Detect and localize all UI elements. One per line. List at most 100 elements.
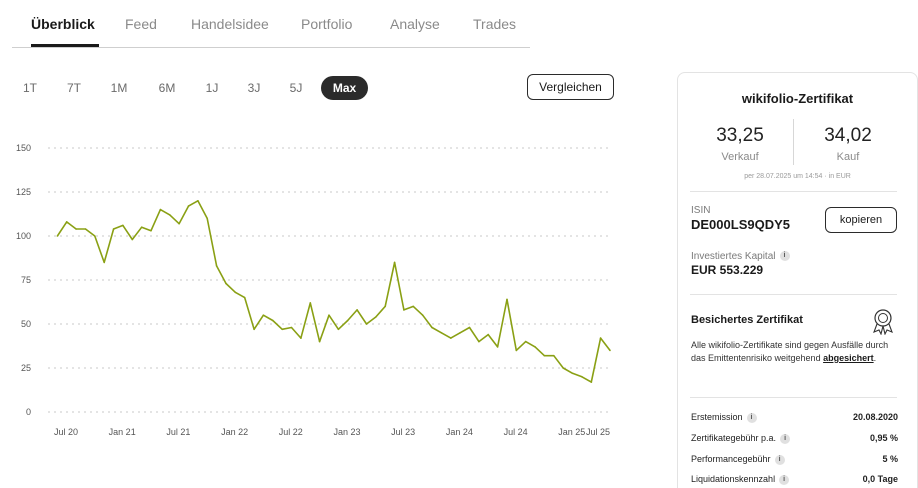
chart-point xyxy=(459,332,461,334)
chart-point xyxy=(515,349,518,352)
chart-point xyxy=(187,205,190,207)
info-icon[interactable]: i xyxy=(779,251,790,262)
chart-point xyxy=(281,328,284,331)
chart-point xyxy=(609,349,611,352)
chart-point xyxy=(159,208,162,211)
performance-chart: 0 25 50 75 100 125 150 Jul 20 Jan 21 Jul 21 Jan 2… xyxy=(16,143,611,437)
row-label: Liquidationskennzahl xyxy=(691,474,776,484)
secured-text: Alle wikifolio-Zertifikate sind gegen Au… xyxy=(691,339,891,365)
range-7t[interactable]: 7T xyxy=(66,81,81,95)
row-label-wrap: Liquidationskennzahl i xyxy=(691,474,790,485)
range-1j[interactable]: 1J xyxy=(205,81,219,95)
tab-ueberblick[interactable]: Überblick xyxy=(31,16,95,32)
chart-point xyxy=(272,319,274,322)
info-icon[interactable]: i xyxy=(779,474,790,485)
x-tick-label: Jul 25 xyxy=(586,427,610,437)
chart-point xyxy=(337,328,340,331)
chart-point xyxy=(206,217,208,220)
range-5j[interactable]: 5J xyxy=(289,81,303,95)
x-tick-label: Jan 23 xyxy=(333,427,360,437)
tab-portfolio[interactable]: Portfolio xyxy=(301,16,353,32)
row-value: 20.08.2020 xyxy=(852,412,898,422)
chart-point xyxy=(300,337,302,339)
x-tick-label: Jan 24 xyxy=(446,427,473,437)
chart-point xyxy=(234,291,237,294)
y-axis-ticks: 0 25 50 75 100 125 150 xyxy=(16,143,31,417)
info-icon[interactable]: i xyxy=(780,433,791,444)
info-icon[interactable]: i xyxy=(774,454,785,465)
x-tick-label: Jan 25 xyxy=(558,427,585,437)
chart-point xyxy=(384,305,387,308)
isin-value: DE000LS9QDY5 xyxy=(691,217,790,232)
range-1t[interactable]: 1T xyxy=(22,81,37,95)
tab-feed[interactable]: Feed xyxy=(125,16,157,32)
row-value: 5 % xyxy=(882,454,898,464)
chart-point xyxy=(94,235,96,237)
range-1m[interactable]: 1M xyxy=(110,81,128,95)
chart-point xyxy=(131,238,134,241)
chart-point xyxy=(225,282,227,285)
tab-trades[interactable]: Trades xyxy=(473,16,517,32)
y-tick-label: 100 xyxy=(16,231,31,241)
card-title: wikifolio-Zertifikat xyxy=(741,91,854,106)
chart-point xyxy=(309,302,312,304)
y-tick-label: 125 xyxy=(16,187,31,197)
copy-isin-button[interactable]: kopieren xyxy=(825,207,897,233)
row-label: Erstemission xyxy=(691,412,743,422)
chart-point xyxy=(84,228,87,230)
secured-title: Besichertes Zertifikat xyxy=(691,314,803,326)
compare-button[interactable]: Vergleichen xyxy=(527,74,614,100)
isin-label: ISIN xyxy=(691,205,711,216)
chart-point xyxy=(431,326,433,329)
chart-point xyxy=(468,326,471,329)
range-3j[interactable]: 3J xyxy=(247,81,261,95)
chart-point xyxy=(178,222,180,225)
chart-point xyxy=(318,340,321,343)
chart-point xyxy=(365,323,368,325)
range-max[interactable]: Max xyxy=(321,76,368,100)
chart-point xyxy=(421,314,424,316)
chart-point xyxy=(478,340,480,343)
chart-point xyxy=(197,200,199,202)
chart-point xyxy=(450,337,452,339)
divider xyxy=(690,397,897,398)
tab-handelsidee[interactable]: Handelsidee xyxy=(191,16,269,32)
chart-point xyxy=(543,354,546,357)
chart-point xyxy=(140,226,143,228)
chart-point xyxy=(524,340,527,343)
sell-price: 33,25 xyxy=(716,125,764,146)
chart-point xyxy=(122,224,124,227)
row-label: Zertifikategebühr p.a. xyxy=(691,433,777,443)
chart-point xyxy=(75,228,77,230)
chart-point xyxy=(412,305,415,308)
row-label-wrap: Performancegebühr i xyxy=(691,454,785,465)
chart-point xyxy=(506,298,508,301)
chart-point xyxy=(393,261,396,264)
chart-point xyxy=(112,228,115,230)
row-label-wrap: Zertifikategebühr p.a. i xyxy=(691,433,791,444)
chart-grid xyxy=(48,147,610,413)
chart-point xyxy=(440,332,443,334)
chart-point xyxy=(581,376,583,378)
chart-point xyxy=(243,296,246,299)
x-tick-label: Jul 24 xyxy=(504,427,528,437)
sell-label: Verkauf xyxy=(721,151,759,163)
secured-link[interactable]: abgesichert xyxy=(823,353,874,363)
tab-analyse[interactable]: Analyse xyxy=(390,16,440,32)
x-tick-label: Jan 22 xyxy=(221,427,248,437)
row-label: Performancegebühr xyxy=(691,454,771,464)
chart-point xyxy=(56,235,59,237)
x-tick-label: Jul 23 xyxy=(391,427,415,437)
chart-point xyxy=(253,328,255,331)
chart-point xyxy=(553,354,555,357)
divider xyxy=(690,294,897,295)
chart-point xyxy=(590,381,593,383)
range-6m[interactable]: 6M xyxy=(158,81,176,95)
x-tick-label: Jul 20 xyxy=(54,427,78,437)
chart-point xyxy=(262,314,265,316)
y-tick-label: 50 xyxy=(21,319,31,329)
y-tick-label: 150 xyxy=(16,143,31,153)
info-icon[interactable]: i xyxy=(746,412,757,423)
x-tick-label: Jul 21 xyxy=(166,427,190,437)
y-tick-label: 25 xyxy=(21,363,31,373)
